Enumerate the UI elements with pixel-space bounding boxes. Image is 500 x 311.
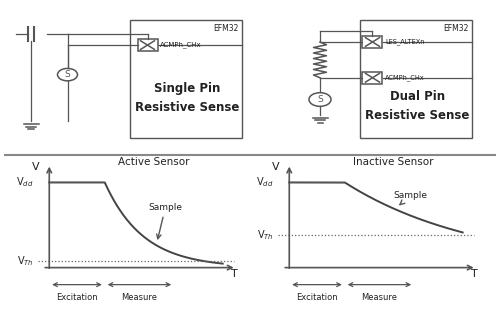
Text: S: S	[64, 70, 70, 79]
Text: Inactive Sensor: Inactive Sensor	[353, 157, 434, 167]
Text: V$_{dd}$: V$_{dd}$	[16, 175, 34, 189]
Text: V: V	[272, 162, 279, 172]
Text: Measure: Measure	[362, 293, 398, 302]
Text: EFM32: EFM32	[213, 24, 238, 33]
Bar	[360, 20, 472, 138]
Text: Excitation: Excitation	[56, 293, 98, 302]
Text: Excitation: Excitation	[296, 293, 338, 302]
Text: Active Sensor: Active Sensor	[118, 157, 189, 167]
Bar	[130, 20, 242, 138]
Text: Sample: Sample	[394, 191, 428, 205]
Bar	[362, 36, 382, 48]
Text: Dual Pin
Resistive Sense: Dual Pin Resistive Sense	[366, 90, 470, 122]
Text: T: T	[232, 269, 238, 279]
Text: Sample: Sample	[148, 203, 182, 239]
Text: V$_{dd}$: V$_{dd}$	[256, 175, 274, 189]
Text: V$_{Th}$: V$_{Th}$	[257, 228, 274, 242]
Text: EFM32: EFM32	[443, 24, 468, 33]
Text: Measure: Measure	[122, 293, 158, 302]
Text: Single Pin
Resistive Sense: Single Pin Resistive Sense	[136, 82, 240, 114]
Bar	[362, 72, 382, 84]
Text: ACMPh_CHx: ACMPh_CHx	[385, 74, 424, 81]
Text: LES_ALTEXn: LES_ALTEXn	[385, 39, 424, 45]
Text: ACMPh_CHx: ACMPh_CHx	[160, 42, 202, 49]
Text: V: V	[32, 162, 39, 172]
Text: S: S	[317, 95, 323, 104]
Text: V$_{Th}$: V$_{Th}$	[17, 254, 34, 268]
Bar	[138, 39, 158, 51]
Text: T: T	[472, 269, 478, 279]
